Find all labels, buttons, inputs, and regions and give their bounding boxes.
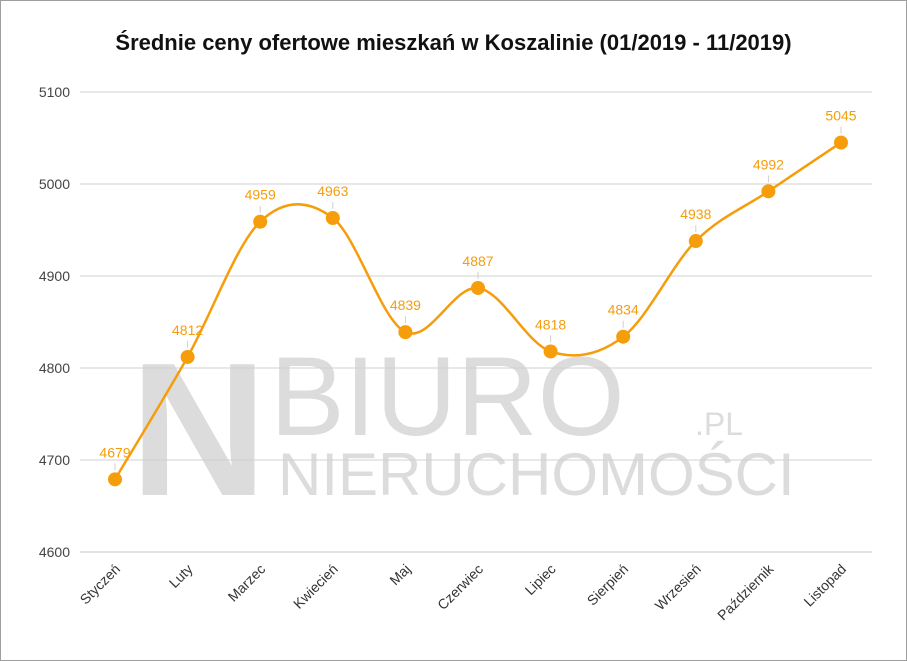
data-label-1: 4679	[99, 444, 130, 460]
data-label-10: 4992	[753, 156, 784, 172]
y-tick-label-4800: 4800	[39, 360, 70, 376]
x-tick-label-5: Maj	[386, 561, 413, 588]
watermark-suffix: .PL	[695, 406, 743, 442]
x-tick-label-1: Styczeń	[77, 561, 124, 608]
data-label-6: 4887	[462, 253, 493, 269]
data-label-4: 4963	[317, 183, 348, 199]
data-label-2: 4812	[172, 322, 203, 338]
data-point-7	[543, 344, 558, 359]
chart-title: Średnie ceny ofertowe mieszkań w Koszali…	[115, 30, 792, 55]
x-tick-label-9: Wrzesień	[652, 561, 704, 613]
y-tick-label-5100: 5100	[39, 84, 70, 100]
data-point-4	[325, 211, 340, 226]
data-label-3: 4959	[245, 187, 276, 203]
series-line	[113, 141, 842, 480]
data-point-3	[253, 214, 268, 229]
grid	[80, 91, 872, 553]
data-labels: 4679 4812 4959 4963 4839 4887 4818 4834 4938 4992…	[99, 108, 857, 471]
data-point-9	[688, 234, 703, 249]
x-tick-label-10: Październik	[714, 560, 777, 623]
watermark-line2: NIERUCHOMOŚCI	[278, 441, 795, 508]
data-point-1	[108, 472, 122, 487]
x-tick-label-11: Listopad	[800, 561, 849, 610]
data-label-5: 4839	[390, 297, 421, 313]
x-tick-label-3: Marzec	[225, 561, 269, 605]
data-label-7: 4818	[535, 316, 566, 332]
x-tick-label-4: Kwiecień	[290, 561, 341, 612]
x-axis-ticks: Styczeń Luty Marzec Kwiecień Maj Czerwiec Lipi…	[77, 560, 850, 623]
data-label-8: 4834	[608, 302, 639, 318]
data-point-8	[616, 329, 631, 344]
x-tick-label-7: Lipiec	[522, 561, 559, 598]
x-tick-label-6: Czerwiec	[434, 561, 486, 613]
y-tick-label-4700: 4700	[39, 452, 70, 468]
watermark: N BIURO .PL NIERUCHOMOŚCI	[130, 324, 795, 536]
y-tick-label-4900: 4900	[39, 268, 70, 284]
data-point-6	[471, 280, 485, 295]
data-point-2	[180, 349, 195, 364]
y-tick-label-4600: 4600	[39, 544, 70, 560]
watermark-mark: N	[130, 324, 267, 536]
data-point-5	[398, 325, 413, 340]
series-line-layer	[113, 141, 842, 480]
y-tick-label-5000: 5000	[39, 176, 70, 192]
x-tick-label-8: Sierpień	[584, 561, 632, 609]
data-point-11	[834, 135, 848, 150]
data-label-11: 5045	[825, 108, 856, 124]
data-label-9: 4938	[680, 206, 711, 222]
data-point-10	[761, 184, 776, 199]
x-tick-label-2: Luty	[166, 561, 196, 591]
y-axis-ticks: 4600 4700 4800 4900 5000 5100	[39, 84, 70, 560]
data-points	[108, 135, 848, 487]
